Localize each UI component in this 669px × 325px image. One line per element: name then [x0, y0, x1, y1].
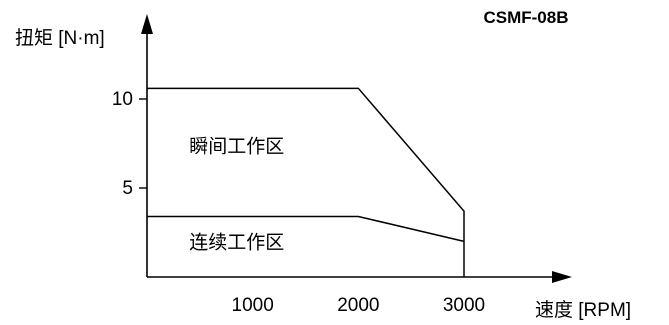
y-axis-arrow — [141, 14, 153, 34]
series-line-1 — [147, 87, 465, 277]
y-tick-label-10: 10 — [112, 89, 133, 110]
x-axis-label: 速度 [RPM] — [535, 299, 631, 321]
region-label-2: 连续工作区 — [189, 232, 284, 254]
ticks: 5 10 1000 2000 3000 — [112, 89, 485, 316]
y-tick-label-5: 5 — [122, 178, 133, 199]
chart-title: CSMF-08B — [483, 8, 568, 27]
y-axis-label: 扭矩 [N·m] — [15, 27, 105, 49]
x-axis-arrow — [552, 271, 572, 283]
x-tick-label-1000: 1000 — [232, 295, 274, 316]
x-tick-label-3000: 3000 — [443, 295, 485, 316]
series — [147, 87, 465, 277]
region-label-1: 瞬间工作区 — [189, 135, 284, 157]
x-tick-label-2000: 2000 — [337, 295, 379, 316]
axes — [141, 14, 572, 283]
series-line-2 — [147, 215, 465, 243]
